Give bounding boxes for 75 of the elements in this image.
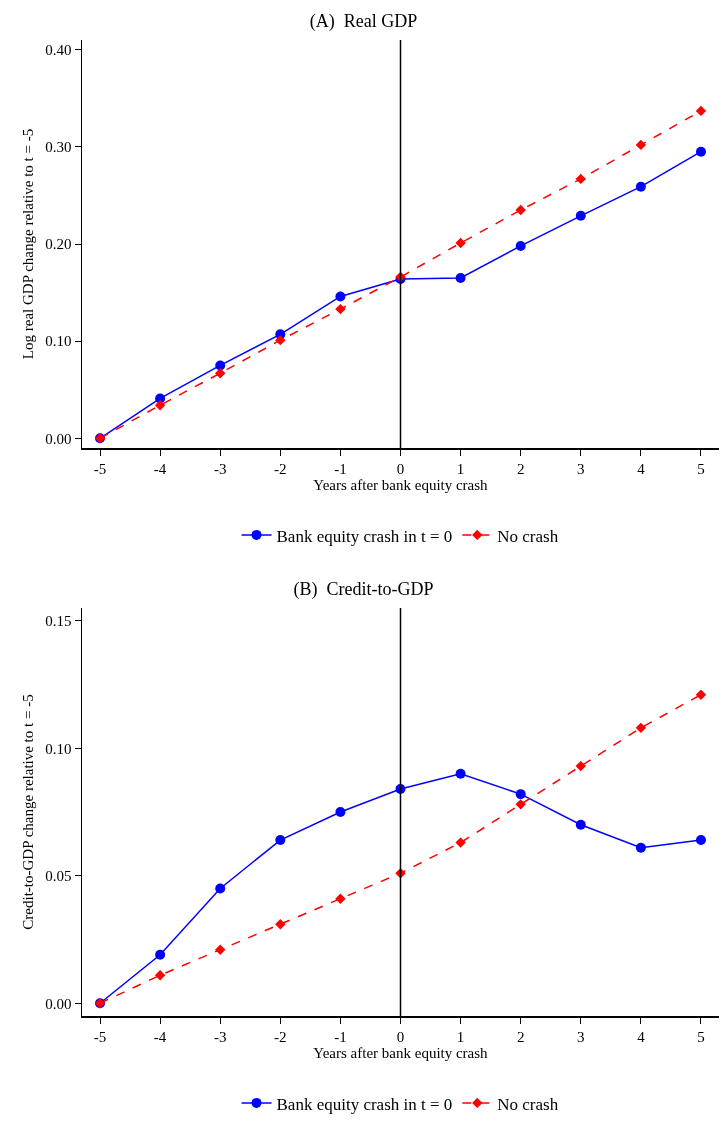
- y-tick-label: 0.15: [45, 613, 72, 629]
- x-tick-label: -1: [334, 1028, 347, 1045]
- point: [515, 204, 526, 216]
- legend-label: Bank equity crash in t = 0: [276, 1094, 453, 1114]
- point: [515, 240, 526, 251]
- point: [695, 835, 706, 846]
- point: [215, 368, 226, 379]
- point: [695, 689, 707, 700]
- point: [215, 883, 226, 894]
- point: [575, 760, 586, 772]
- point: [515, 799, 526, 810]
- point: [455, 837, 466, 848]
- legend-label: No crash: [497, 526, 559, 546]
- x-tick-label: -5: [93, 460, 107, 477]
- point: [275, 334, 286, 346]
- x-axis-title: Years after bank equity crash: [313, 477, 489, 494]
- y-tick-label: 0.10: [45, 740, 72, 757]
- point: [575, 210, 586, 221]
- point: [275, 919, 286, 930]
- point: [575, 819, 586, 830]
- point: [635, 722, 647, 734]
- x-tick-label: 3: [577, 460, 585, 477]
- x-axis-title: Years after bank equity crash: [313, 1045, 489, 1062]
- y-tick-label: 0.20: [45, 236, 72, 253]
- x-tick-label: 2: [516, 460, 525, 477]
- point: [695, 146, 706, 157]
- point: [275, 835, 286, 846]
- y-axis-title: Log real GDP change relative to t = -5: [19, 128, 36, 360]
- y-tick-label: 0.10: [45, 333, 72, 350]
- x-tick-label: 5: [697, 460, 705, 477]
- x-tick-label: 1: [456, 460, 465, 477]
- x-tick-label: -2: [274, 1028, 287, 1045]
- point: [154, 400, 166, 411]
- point: [635, 139, 647, 151]
- x-tick-label: 4: [637, 460, 646, 477]
- legend-label: No crash: [497, 1094, 559, 1114]
- y-tick-label: 0.40: [45, 41, 72, 58]
- x-tick-label: -4: [153, 1028, 167, 1045]
- x-tick-label: 5: [697, 1028, 705, 1045]
- legend-label: Bank equity crash in t = 0: [276, 526, 453, 546]
- y-tick-label: 0.05: [45, 868, 72, 884]
- point: [455, 273, 466, 283]
- point: [635, 842, 646, 853]
- point: [155, 949, 166, 960]
- point: [575, 173, 586, 185]
- point: [335, 893, 346, 904]
- x-tick-label: 0: [396, 460, 405, 477]
- x-tick-label: -1: [334, 460, 347, 477]
- point: [215, 360, 226, 371]
- point: [455, 237, 466, 249]
- x-tick-label: 4: [637, 1028, 646, 1045]
- x-tick-label: 1: [456, 1028, 465, 1045]
- x-tick-label: -3: [213, 460, 227, 477]
- point: [335, 291, 346, 302]
- y-axis-title: Credit-to-GDP change relative to t = -5: [19, 694, 36, 930]
- x-tick-label: -4: [153, 460, 167, 477]
- point: [695, 105, 707, 117]
- point: [515, 789, 526, 800]
- x-tick-label: 0: [396, 1028, 405, 1045]
- chart-title: (A) Real GDP: [309, 10, 418, 32]
- x-tick-label: 3: [577, 1028, 585, 1045]
- y-tick-label: 0.00: [45, 430, 72, 447]
- point: [335, 303, 346, 315]
- x-tick-label: -3: [213, 1028, 227, 1045]
- point: [154, 970, 166, 981]
- chart-title: (B) Credit-to-GDP: [293, 578, 434, 600]
- point: [455, 768, 466, 779]
- x-tick-label: -2: [274, 460, 287, 477]
- point: [215, 944, 226, 955]
- x-tick-label: 2: [516, 1028, 525, 1045]
- y-tick-label: 0.00: [45, 995, 72, 1012]
- point: [335, 807, 346, 817]
- point: [635, 181, 646, 192]
- y-tick-label: 0.30: [45, 139, 72, 156]
- x-tick-label: -5: [93, 1028, 107, 1045]
